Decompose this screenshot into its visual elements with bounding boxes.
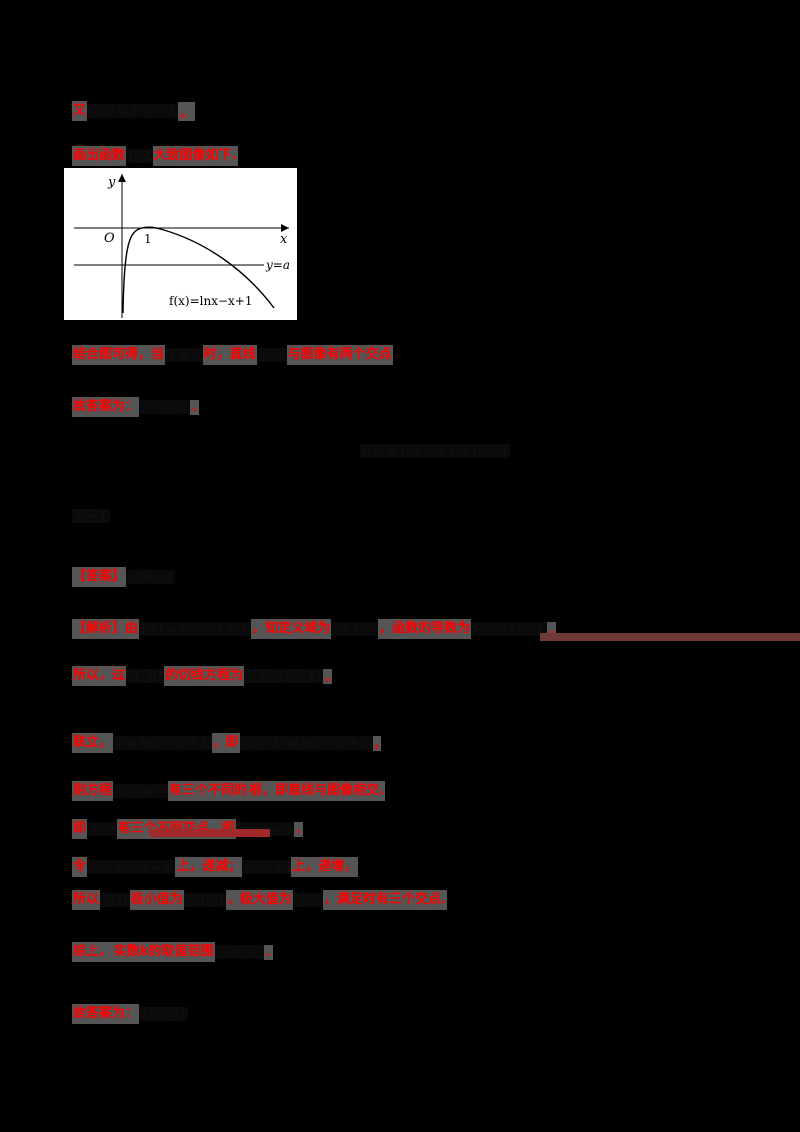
y-axis-label: y xyxy=(107,175,116,190)
red-text: 极小值为 xyxy=(129,890,184,910)
red-punct: , xyxy=(323,668,333,684)
math-expr: h(1/e) xyxy=(183,893,226,907)
text-line-1: 又 f'(x) = 1/x − 1 。 xyxy=(72,100,196,122)
red-text: 时，直线 xyxy=(202,345,257,365)
text-line-4: 故答案为： (−∞, 0) . xyxy=(72,396,199,418)
math-expr: (1, 0) xyxy=(126,669,165,683)
red-text: 大致图像如下. xyxy=(152,146,238,166)
text-line-10: 联立， y = lnx − x + 1 ，即 k(x−1) = lnx − x … xyxy=(72,732,382,754)
math-expr: (1/e, e) xyxy=(139,1007,188,1021)
red-punct: , xyxy=(547,621,557,637)
red-text: 所以，过 xyxy=(72,666,127,686)
red-text: 所以 xyxy=(72,890,101,910)
red-text: 上，递增， xyxy=(291,857,359,877)
red-punct: . xyxy=(189,399,199,415)
math-expr: y = lnx − x + 1 xyxy=(113,736,212,750)
text-line-16: 故答案为： (1/e, e) xyxy=(72,1003,188,1025)
line-label: y=a xyxy=(265,258,290,272)
math-expr: (1/e, e) xyxy=(242,860,292,874)
math-expr: x = 1 xyxy=(72,509,111,523)
red-punct: . xyxy=(263,944,273,960)
red-text: 故答案为： xyxy=(72,1004,140,1024)
math-expr: y = a xyxy=(165,348,203,362)
text-line-2: 画出函数 f(x) 大致图像如下. xyxy=(72,145,238,167)
math-expr: k(x−1) = lnx − x + 1 xyxy=(239,736,373,750)
red-punct: . xyxy=(294,821,304,837)
red-text: 又 xyxy=(72,101,88,121)
math-expr: f'(x)=1/x−1 xyxy=(471,622,548,636)
text-line-13: 令 x = 1/e, x = e 上，递减； (1/e, e) 上，递增， xyxy=(72,856,359,878)
red-text: 综上， xyxy=(72,942,114,962)
text-line-9: 所以，过 (1, 0) 的切线方程为 y = k(x − 1) , xyxy=(72,665,333,687)
red-text: 上，递减； xyxy=(175,857,243,877)
text-line-7: 【答案】 (1/e, e) xyxy=(72,566,175,588)
origin-label: O xyxy=(104,231,115,246)
math-expr: h(e) xyxy=(292,893,323,907)
text-line-8: 【解析】由 f(x) = lnx − x + 1 ，知定义域为 (0,+∞) ，… xyxy=(72,618,557,640)
red-text: 与图像有两个交点 xyxy=(286,345,393,365)
red-text: ，知定义域为 xyxy=(251,619,332,639)
math-expr: f(x) xyxy=(126,149,153,163)
red-text: 联立， xyxy=(72,733,114,753)
text-line-14: 所以 h(x) 极小值为 h(1/e) ，极大值为 h(e) ，满足时有三个交点… xyxy=(72,889,447,911)
red-text: 则方程 xyxy=(72,781,114,801)
x-axis-label: x xyxy=(280,232,288,247)
text-line-11: 则方程 g(x) = 0 有三个不同的 根，即直线与图像相交. xyxy=(72,780,386,802)
red-text: 即 xyxy=(72,819,88,839)
math-expr: h(x) xyxy=(100,893,130,907)
math-expr: y=a xyxy=(256,348,287,362)
text-line-6: x = 1 xyxy=(72,505,111,527)
text-line-5: f(x) = lnx − x + 1 (x>0) xyxy=(360,440,510,462)
red-text: ，满足时有三个交点. xyxy=(322,890,447,910)
math-expr: h(x) xyxy=(87,822,117,836)
highlight-bar xyxy=(150,829,270,837)
math-expr: (1/e, e) xyxy=(126,570,175,584)
red-punct: 。 xyxy=(178,101,196,121)
red-text: 的切线方程为 xyxy=(164,666,245,686)
red-text: 结合图可得，当 xyxy=(72,345,166,365)
math-expr: g(x) = 0 xyxy=(113,784,169,798)
function-graph: y O 1 x y=a f(x)=lnx−x+1 xyxy=(64,168,297,320)
red-text: 有三个不同的 xyxy=(168,781,249,801)
red-text: ，即 xyxy=(211,733,240,753)
text-line-3: 结合图可得，当 y = a 时，直线 y=a 与图像有两个交点 xyxy=(72,344,393,366)
red-text: 画出函数 xyxy=(72,146,127,166)
red-punct: , xyxy=(372,735,382,751)
red-text: ，极大值为 xyxy=(225,890,293,910)
math-expr: f(x) = lnx − x + 1 (x>0) xyxy=(360,444,510,458)
tick-one: 1 xyxy=(144,232,152,246)
highlight-bar xyxy=(540,633,800,641)
red-text: 根，即直线与图像相交. xyxy=(248,781,386,801)
answer-label: 【答案】 xyxy=(72,567,127,587)
math-expr: f(x) = lnx − x + 1 xyxy=(139,622,252,636)
red-text: 故答案为： xyxy=(72,397,140,417)
red-text: 令 xyxy=(72,857,88,877)
analysis-label: 【解析】由 xyxy=(72,619,140,639)
function-label: f(x)=lnx−x+1 xyxy=(169,294,252,308)
math-expr: x = 1/e, x = e xyxy=(87,860,176,874)
text-line-15: 综上， 实数k的取值范围 (1/e, e) . xyxy=(72,941,273,963)
math-expr: (0,+∞) xyxy=(331,622,379,636)
math-expr: (1/e, e) xyxy=(214,945,264,959)
math-expr: (−∞, 0) xyxy=(139,400,190,414)
red-text: ，函数的导数为 xyxy=(378,619,472,639)
math-expr: y = k(x − 1) xyxy=(244,669,324,683)
red-text: 实数k的取值范围 xyxy=(113,942,215,962)
math-expr: f'(x) = 1/x − 1 xyxy=(87,104,179,118)
